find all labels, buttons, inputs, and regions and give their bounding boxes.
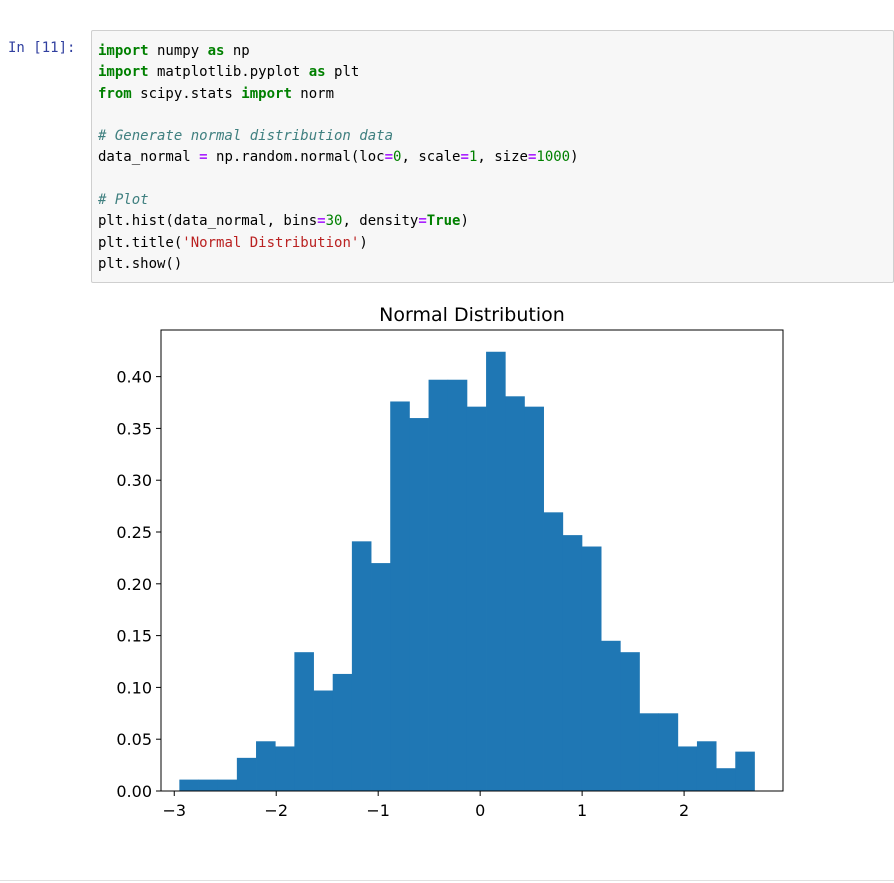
histogram-bar — [562, 535, 583, 791]
code-token: = — [384, 149, 394, 166]
code-token: numpy — [148, 43, 208, 59]
code-token: 'Normal Distribution' — [182, 234, 360, 251]
y-tick-label: 0.40 — [116, 368, 152, 387]
histogram-bar — [581, 546, 602, 791]
code-token: matplotlib.pyplot — [148, 64, 309, 81]
histogram-bar — [505, 396, 525, 791]
y-tick-label: 0.10 — [116, 678, 152, 697]
code-token: norm — [291, 85, 335, 102]
code-token: plt.show() — [98, 255, 183, 272]
histogram-bar — [313, 690, 334, 791]
code-line: import numpy as np — [98, 43, 250, 59]
histogram-bar — [217, 779, 238, 791]
code-token: import — [98, 43, 149, 59]
code-token: np — [224, 43, 250, 59]
code-token: True — [426, 213, 461, 230]
histogram-bar — [294, 652, 314, 791]
code-token: as — [207, 43, 225, 59]
histogram-chart: −3 −2 −1 0 1 2 0.00 0.05 0.10 0.15 0.20 0.25 0.30 0.3… — [116, 304, 784, 820]
code-line: plt.title('Normal Distribution') — [98, 235, 368, 251]
code-token: , scale — [401, 149, 461, 166]
cell-divider — [0, 880, 894, 881]
code-token: ) — [359, 234, 368, 251]
code-line: # Generate normal distribution data — [98, 128, 393, 144]
code-token: 1000 — [536, 149, 571, 166]
code-line: # Plot — [98, 192, 149, 208]
code-token: 0 — [393, 149, 402, 166]
histogram-bar — [371, 563, 391, 791]
histogram-bar — [696, 741, 717, 791]
y-tick-label: 0.05 — [116, 730, 152, 749]
histogram-bar — [735, 751, 755, 791]
histogram-bar — [198, 779, 219, 791]
histogram-bar — [466, 406, 487, 791]
code-token: 30 — [325, 213, 343, 230]
code-token: = — [317, 213, 326, 230]
code-token: , size — [477, 149, 528, 166]
code-token: np.random.normal(loc — [207, 149, 385, 166]
code-token: # Plot — [98, 192, 149, 209]
code-token: scipy.stats — [131, 85, 242, 102]
code-line: from scipy.stats import norm — [98, 86, 334, 102]
histogram-bar — [332, 673, 353, 791]
histogram-bar — [428, 379, 449, 791]
x-tick-label: −3 — [162, 801, 186, 820]
x-tick-label: 0 — [475, 801, 485, 820]
histogram-bar — [256, 741, 276, 791]
code-token: = — [199, 149, 208, 166]
x-tick-label: −2 — [264, 801, 288, 820]
histogram-bar — [543, 512, 564, 791]
histogram-bar — [620, 652, 640, 791]
histogram-bar — [601, 640, 621, 791]
code-token: import — [241, 85, 292, 102]
code-line: data_normal = np.random.normal(loc=0, sc… — [98, 149, 579, 165]
code-token: = — [527, 149, 537, 166]
histogram-bar — [677, 746, 698, 791]
code-token: import — [98, 64, 149, 81]
code-line: import matplotlib.pyplot as plt — [98, 64, 359, 80]
code-token: data_normal — [98, 149, 200, 166]
code-token: , density — [342, 213, 419, 230]
code-token: = — [460, 149, 469, 166]
histogram-bar — [275, 746, 295, 791]
code-token: from — [98, 85, 132, 102]
code-editor[interactable]: import numpy as np import matplotlib.pyp… — [98, 41, 579, 275]
code-token: ) — [460, 213, 469, 230]
histogram-bar — [716, 768, 736, 791]
code-token: ) — [570, 149, 579, 166]
y-tick-label: 0.35 — [116, 419, 152, 438]
histogram-bar — [486, 351, 506, 791]
code-token: as — [308, 64, 326, 81]
histogram-bar — [447, 379, 468, 791]
code-token: plt.hist(data_normal, bins — [98, 213, 318, 230]
x-tick-label: 2 — [679, 801, 689, 820]
code-line: plt.hist(data_normal, bins=30, density=T… — [98, 213, 469, 229]
histogram-bar — [390, 401, 410, 791]
y-tick-label: 0.00 — [116, 782, 152, 801]
y-tick-label: 0.30 — [116, 471, 152, 490]
histogram-bar — [236, 757, 257, 791]
y-tick-label: 0.25 — [116, 523, 152, 542]
histogram-bar — [639, 713, 659, 791]
histogram-bar — [658, 713, 679, 791]
code-token: plt.title( — [98, 234, 183, 251]
code-token: 1 — [468, 149, 478, 166]
x-tick-label: 1 — [577, 801, 587, 820]
axes-frame — [160, 329, 784, 792]
y-tick-label: 0.20 — [116, 575, 152, 594]
cell-prompt: In [11]: — [8, 40, 76, 56]
y-tick-label: 0.15 — [116, 627, 152, 646]
histogram-bar — [409, 418, 429, 791]
cell-output: −3 −2 −1 0 1 2 0.00 0.05 0.10 0.15 0.20 0.25 0.30 0.3… — [91, 292, 894, 852]
histogram-bar — [524, 406, 544, 791]
code-cell-input[interactable]: import numpy as np import matplotlib.pyp… — [91, 30, 894, 283]
code-token: plt — [325, 64, 360, 81]
histogram-bar — [179, 779, 199, 791]
histogram-bar — [351, 541, 372, 791]
code-token: # Generate normal distribution data — [98, 128, 394, 145]
code-token: = — [418, 213, 427, 230]
chart-title: Normal Distribution — [379, 304, 565, 326]
x-tick-label: −1 — [366, 801, 390, 820]
code-line: plt.show() — [98, 256, 182, 272]
